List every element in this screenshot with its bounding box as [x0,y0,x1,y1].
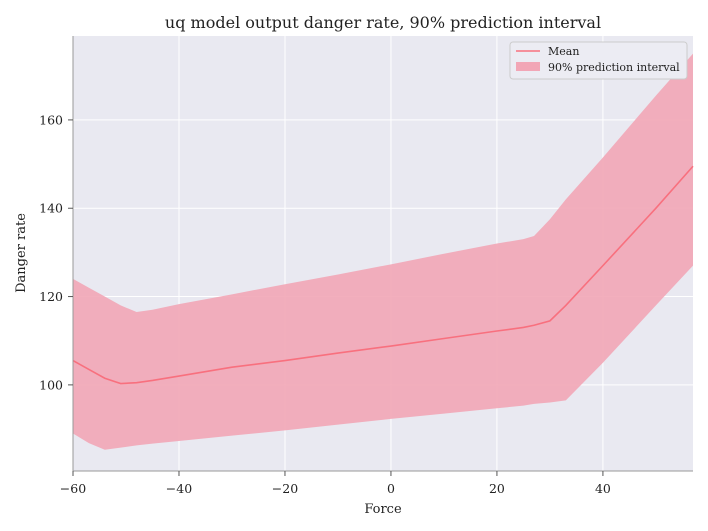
x-tick-label: 40 [595,481,611,496]
ticks: −60 −40 −20 0 20 40 100 120 140 160 [39,112,611,496]
legend-interval-label: 90% prediction interval [548,61,680,74]
x-tick-label: 20 [489,481,505,496]
legend-mean-label: Mean [548,45,579,58]
y-tick-label: 160 [39,112,63,127]
x-tick-label: −40 [166,481,192,496]
prediction-interval-band [73,53,693,450]
y-tick-label: 140 [39,201,63,216]
axes [72,36,693,472]
y-tick-label: 120 [39,289,63,304]
x-tick-label: 0 [387,481,395,496]
legend-interval-swatch [516,62,540,71]
x-tick-label: −60 [60,481,86,496]
x-tick-label: −20 [272,481,298,496]
legend: Mean 90% prediction interval [509,41,688,80]
marks [72,53,694,450]
y-tick-label: 100 [39,377,63,392]
mean-line [72,165,694,385]
x-axis-label: Force [364,502,402,517]
chart-title: uq model output danger rate, 90% predict… [165,13,601,32]
legend-box [509,41,688,80]
y-axis-label: Danger rate [14,213,29,293]
